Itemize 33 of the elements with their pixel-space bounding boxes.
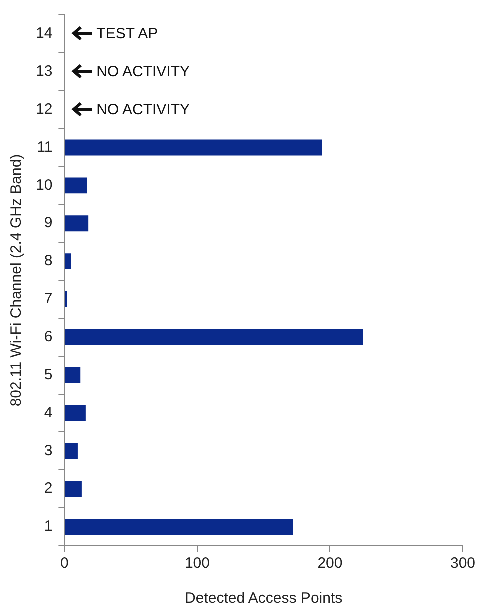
bar [65, 178, 88, 194]
y-tick-label: 9 [44, 214, 53, 232]
y-tick-label: 12 [36, 100, 53, 118]
y-tick-label: 4 [44, 404, 53, 422]
bar [65, 329, 364, 346]
y-tick-label: 6 [44, 328, 53, 346]
y-tick-label: 7 [44, 290, 53, 308]
y-tick-label: 13 [36, 63, 53, 80]
bar [65, 216, 89, 232]
x-tick-label: 300 [450, 555, 476, 572]
bar [65, 254, 72, 270]
y-tick-label: 1 [44, 518, 53, 536]
y-tick-label: 2 [44, 480, 53, 498]
y-axis-title: 802.11 Wi-Fi Channel (2.4 GHz Band) [8, 154, 26, 407]
bar [65, 519, 294, 535]
x-tick-label: 100 [184, 555, 210, 572]
bar [65, 481, 82, 498]
annotation: NO ACTIVITY [96, 63, 190, 80]
bar [65, 443, 78, 460]
x-tick-label: 0 [60, 555, 69, 572]
y-tick-label: 10 [36, 176, 53, 194]
bar [65, 405, 86, 422]
bar [65, 367, 81, 384]
y-tick-label: 3 [44, 442, 53, 460]
x-axis-title: Detected Access Points [185, 590, 343, 608]
bar [65, 140, 322, 156]
annotation: TEST AP [96, 25, 158, 42]
y-tick-label: 14 [36, 25, 53, 42]
annotation: NO ACTIVITY [96, 101, 190, 118]
y-tick-label: 11 [37, 138, 53, 156]
y-tick-label: 8 [44, 252, 53, 270]
x-tick-label: 200 [318, 555, 343, 572]
y-tick-label: 5 [44, 366, 53, 384]
